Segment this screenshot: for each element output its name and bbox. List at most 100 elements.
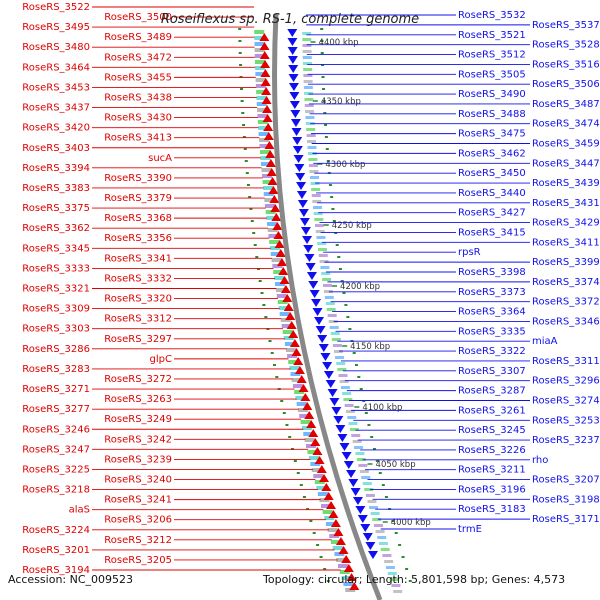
gene-label[interactable]: RoseRS_3274	[532, 396, 600, 407]
gene-label[interactable]: RoseRS_3224	[22, 525, 90, 536]
gene-label[interactable]: RoseRS_3506	[532, 79, 600, 90]
gene-label[interactable]: RoseRS_3271	[22, 384, 90, 395]
gene-label[interactable]: RoseRS_3532	[458, 10, 526, 21]
gene-label[interactable]: RoseRS_3453	[22, 82, 90, 93]
gene-label[interactable]: RoseRS_3390	[104, 173, 172, 184]
gene-label[interactable]: RoseRS_3373	[458, 287, 526, 298]
gene-label[interactable]: RoseRS_3297	[104, 334, 172, 345]
gene-label[interactable]: RoseRS_3261	[458, 405, 526, 416]
gene-label[interactable]: RoseRS_3333	[22, 263, 90, 274]
gene-label[interactable]: RoseRS_3206	[104, 515, 172, 526]
gene-label[interactable]: RoseRS_3500	[104, 12, 172, 23]
gene-label[interactable]: RoseRS_3321	[22, 284, 90, 295]
gene-label[interactable]: RoseRS_3537	[532, 20, 600, 31]
gene-label[interactable]: RoseRS_3362	[22, 223, 90, 234]
gene-label[interactable]: RoseRS_3447	[532, 158, 600, 169]
gene-label[interactable]: glpC	[150, 354, 172, 365]
gene-label[interactable]: RoseRS_3225	[22, 464, 90, 475]
gene-label[interactable]: RoseRS_3218	[22, 485, 90, 496]
gene-label[interactable]: RoseRS_3429	[532, 218, 600, 229]
gene-label[interactable]: RoseRS_3489	[104, 32, 172, 43]
gene-label[interactable]: RoseRS_3439	[532, 178, 600, 189]
gene-label[interactable]: RoseRS_3379	[104, 193, 172, 204]
gene-label[interactable]: RoseRS_3440	[458, 188, 526, 199]
gene-label[interactable]: RoseRS_3521	[458, 30, 526, 41]
gene-label[interactable]: RoseRS_3296	[532, 376, 600, 387]
gene-label[interactable]: RoseRS_3245	[458, 425, 526, 436]
gene-label[interactable]: RoseRS_3241	[104, 495, 172, 506]
gene-label[interactable]: RoseRS_3398	[458, 267, 526, 278]
gene-label[interactable]: RoseRS_3437	[22, 103, 90, 114]
gene-label[interactable]: RoseRS_3464	[22, 62, 90, 73]
gene-label[interactable]: RoseRS_3403	[22, 143, 90, 154]
gene-label[interactable]: RoseRS_3247	[22, 444, 90, 455]
gene-label[interactable]: RoseRS_3374	[532, 277, 600, 288]
gene-label[interactable]: RoseRS_3239	[104, 454, 172, 465]
gene-label[interactable]: RoseRS_3487	[532, 99, 600, 110]
gene-label[interactable]: RoseRS_3512	[458, 50, 526, 61]
gene-label[interactable]: RoseRS_3375	[22, 203, 90, 214]
gene-label[interactable]: RoseRS_3399	[532, 257, 600, 268]
gene-label[interactable]: RoseRS_3171	[532, 514, 600, 525]
gene-label[interactable]: RoseRS_3312	[104, 314, 172, 325]
gene-label[interactable]: RoseRS_3346	[532, 316, 600, 327]
gene-label[interactable]: RoseRS_3263	[104, 394, 172, 405]
gene-label[interactable]: RoseRS_3277	[22, 404, 90, 415]
gene-label[interactable]: RoseRS_3211	[458, 465, 526, 476]
gene-label[interactable]: RoseRS_3249	[104, 414, 172, 425]
gene-label[interactable]: rho	[532, 455, 548, 466]
gene-label[interactable]: RoseRS_3237	[532, 435, 600, 446]
gene-label[interactable]: RoseRS_3372	[532, 297, 600, 308]
gene-label[interactable]: miaA	[532, 336, 558, 347]
gene-label[interactable]: RoseRS_3411	[532, 237, 600, 248]
gene-label[interactable]: RoseRS_3335	[458, 326, 526, 337]
gene-label[interactable]: RoseRS_3322	[458, 346, 526, 357]
gene-label[interactable]: RoseRS_3475	[458, 129, 526, 140]
gene-label[interactable]: RoseRS_3183	[458, 504, 526, 515]
gene-label[interactable]: RoseRS_3413	[104, 133, 172, 144]
gene-label[interactable]: RoseRS_3438	[104, 92, 172, 103]
gene-label[interactable]: trmE	[458, 524, 482, 535]
gene-label[interactable]: RoseRS_3420	[22, 123, 90, 134]
gene-label[interactable]: RoseRS_3462	[458, 148, 526, 159]
gene-label[interactable]: RoseRS_3495	[22, 22, 90, 33]
gene-label[interactable]: RoseRS_3332	[104, 273, 172, 284]
gene-label[interactable]: RoseRS_3505	[458, 69, 526, 80]
gene-label[interactable]: RoseRS_3430	[104, 113, 172, 124]
gene-label[interactable]: RoseRS_3198	[532, 494, 600, 505]
gene-label[interactable]: RoseRS_3201	[22, 545, 90, 556]
gene-label[interactable]: RoseRS_3450	[458, 168, 526, 179]
gene-label[interactable]: RoseRS_3431	[532, 198, 600, 209]
gene-label[interactable]: RoseRS_3345	[22, 243, 90, 254]
gene-label[interactable]: RoseRS_3240	[104, 475, 172, 486]
gene-label[interactable]: RoseRS_3320	[104, 294, 172, 305]
gene-label[interactable]: RoseRS_3311	[532, 356, 600, 367]
gene-label[interactable]: alaS	[69, 505, 90, 516]
gene-label[interactable]: RoseRS_3207	[532, 475, 600, 486]
gene-label[interactable]: RoseRS_3472	[104, 52, 172, 63]
gene-label[interactable]: RoseRS_3490	[458, 89, 526, 100]
gene-label[interactable]: RoseRS_3368	[104, 213, 172, 224]
gene-label[interactable]: RoseRS_3383	[22, 183, 90, 194]
gene-label[interactable]: RoseRS_3307	[458, 366, 526, 377]
gene-label[interactable]: RoseRS_3309	[22, 304, 90, 315]
gene-label[interactable]: RoseRS_3246	[22, 424, 90, 435]
gene-label[interactable]: RoseRS_3455	[104, 72, 172, 83]
gene-label[interactable]: RoseRS_3226	[458, 445, 526, 456]
gene-label[interactable]: RoseRS_3427	[458, 208, 526, 219]
gene-label[interactable]: RoseRS_3488	[458, 109, 526, 120]
gene-label[interactable]: RoseRS_3286	[22, 344, 90, 355]
gene-label[interactable]: RoseRS_3253	[532, 415, 600, 426]
gene-label[interactable]: RoseRS_3196	[458, 484, 526, 495]
gene-label[interactable]: RoseRS_3459	[532, 139, 600, 150]
gene-label[interactable]: RoseRS_3528	[532, 40, 600, 51]
gene-label[interactable]: RoseRS_3356	[104, 233, 172, 244]
gene-label[interactable]: sucA	[148, 153, 172, 164]
gene-label[interactable]: RoseRS_3364	[458, 307, 526, 318]
gene-label[interactable]: RoseRS_3480	[22, 42, 90, 53]
gene-label[interactable]: RoseRS_3522	[22, 2, 90, 13]
gene-label[interactable]: RoseRS_3194	[22, 565, 90, 576]
gene-label[interactable]: RoseRS_3272	[104, 374, 172, 385]
gene-label[interactable]: rpsR	[458, 247, 481, 258]
gene-label[interactable]: RoseRS_3212	[104, 535, 172, 546]
